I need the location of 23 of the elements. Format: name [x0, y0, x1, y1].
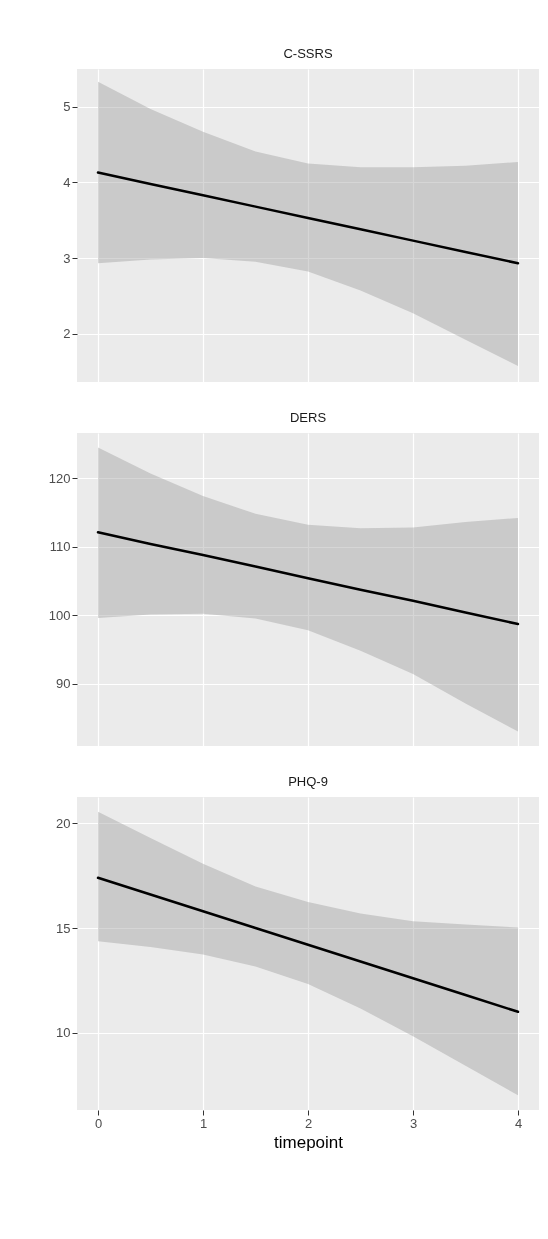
- y-tick-label: 2: [63, 326, 71, 342]
- y-tick-label: 15: [56, 920, 71, 936]
- line-series: [96, 171, 520, 265]
- chart-title: PHQ-9: [288, 774, 328, 789]
- y-tick-label: 3: [63, 250, 71, 266]
- y-tick-label: 120: [48, 470, 71, 486]
- y-tick-label: 100: [48, 607, 71, 623]
- x-tick-label: 0: [94, 1115, 103, 1131]
- x-tick-label: 3: [409, 1115, 418, 1131]
- y-tick-label: 10: [56, 1025, 71, 1041]
- x-tick-label: 4: [514, 1115, 523, 1131]
- y-tick-label: 20: [56, 815, 71, 831]
- chart-title: DERS: [289, 410, 327, 425]
- line-series: [96, 876, 520, 1014]
- x-axis-title: timepoint: [274, 1132, 344, 1152]
- y-tick-label: 5: [63, 99, 71, 115]
- chart-title: C-SSRS: [283, 46, 333, 61]
- y-tick-label: 110: [49, 539, 71, 555]
- x-tick-label: 1: [199, 1115, 208, 1131]
- y-tick-label: 4: [63, 174, 71, 190]
- y-tick-label: 90: [56, 676, 71, 692]
- line-series: [96, 531, 520, 626]
- x-tick-label: 2: [304, 1115, 313, 1131]
